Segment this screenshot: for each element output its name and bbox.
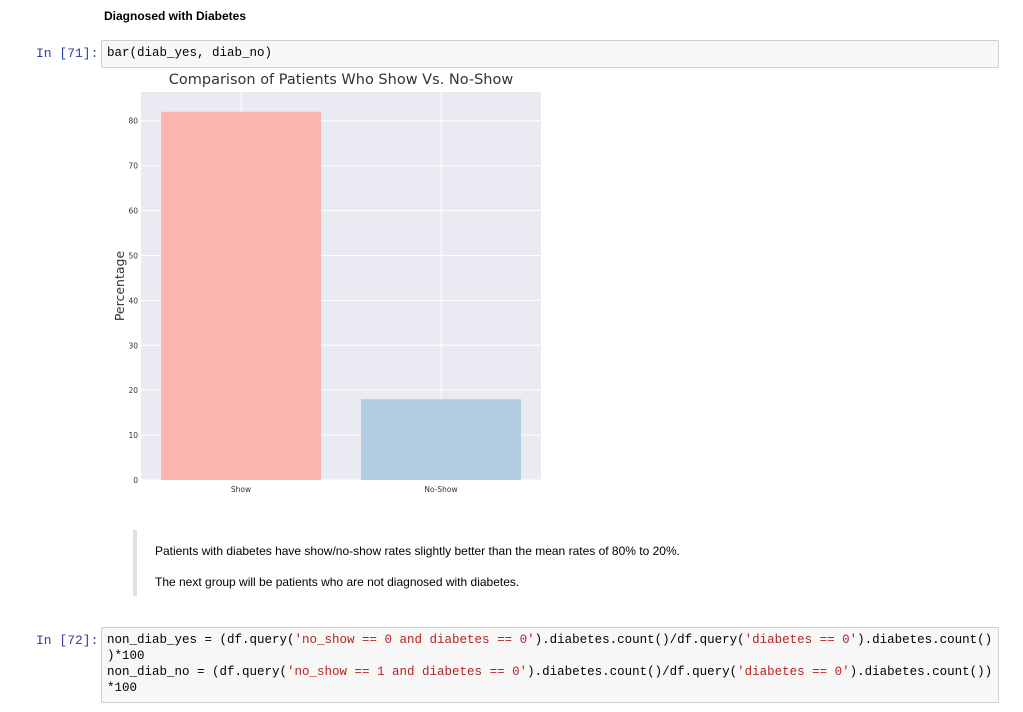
y-tick-label: 40	[128, 296, 138, 305]
y-tick-label: 60	[128, 207, 138, 216]
code-token: *100	[107, 681, 138, 695]
markdown-heading: Diagnosed with Diabetes	[104, 9, 247, 23]
x-tick-label: No-Show	[424, 485, 457, 494]
code-line: )*100	[107, 648, 993, 664]
code-token: ).diabetes.count()	[857, 633, 993, 647]
y-tick-label: 20	[128, 386, 138, 395]
code-token: bar(diab_yes, diab_no)	[107, 46, 273, 60]
paragraph: The next group will be patients who are …	[155, 575, 520, 589]
x-tick-label: Show	[231, 485, 251, 494]
cell-prompt: In [71]:	[36, 46, 99, 61]
bar	[161, 111, 321, 480]
code-token: non_diab_yes = (df.query(	[107, 633, 295, 647]
blockquote: Patients with diabetes have show/no-show…	[133, 530, 680, 596]
code-token: ).diabetes.count())	[849, 665, 993, 679]
y-tick-label: 0	[133, 476, 138, 485]
paragraph: Patients with diabetes have show/no-show…	[155, 544, 680, 558]
code-token: 'diabetes == 0'	[737, 665, 850, 679]
chart: Comparison of Patients Who Show Vs. No-S…	[112, 72, 541, 494]
chart-title: Comparison of Patients Who Show Vs. No-S…	[169, 72, 514, 88]
y-axis-label: Percentage	[112, 251, 127, 322]
code-cell[interactable]: non_diab_yes = (df.query('no_show == 0 a…	[101, 627, 999, 703]
code-line: bar(diab_yes, diab_no)	[107, 45, 993, 61]
y-tick-label: 30	[128, 341, 138, 350]
y-tick-label: 80	[128, 117, 138, 126]
y-tick-label: 70	[128, 162, 138, 171]
y-tick-label: 10	[128, 431, 138, 440]
code-line: *100	[107, 680, 993, 696]
code-token: ).diabetes.count()/df.query(	[534, 633, 745, 647]
code-token: ).diabetes.count()/df.query(	[527, 665, 738, 679]
code-cell[interactable]: bar(diab_yes, diab_no)	[101, 40, 999, 68]
y-tick-label: 50	[128, 251, 138, 260]
code-token: )*100	[107, 649, 145, 663]
bar	[361, 399, 521, 480]
cell-prompt: In [72]:	[36, 633, 99, 648]
code-token: 'no_show == 0 and diabetes == 0'	[294, 633, 535, 647]
code-token: non_diab_no = (df.query(	[107, 665, 288, 679]
code-token: 'diabetes == 0'	[744, 633, 858, 647]
code-token: 'no_show == 1 and diabetes == 0'	[287, 665, 528, 679]
code-line: non_diab_yes = (df.query('no_show == 0 a…	[107, 632, 993, 648]
code-line: non_diab_no = (df.query('no_show == 1 an…	[107, 664, 993, 680]
